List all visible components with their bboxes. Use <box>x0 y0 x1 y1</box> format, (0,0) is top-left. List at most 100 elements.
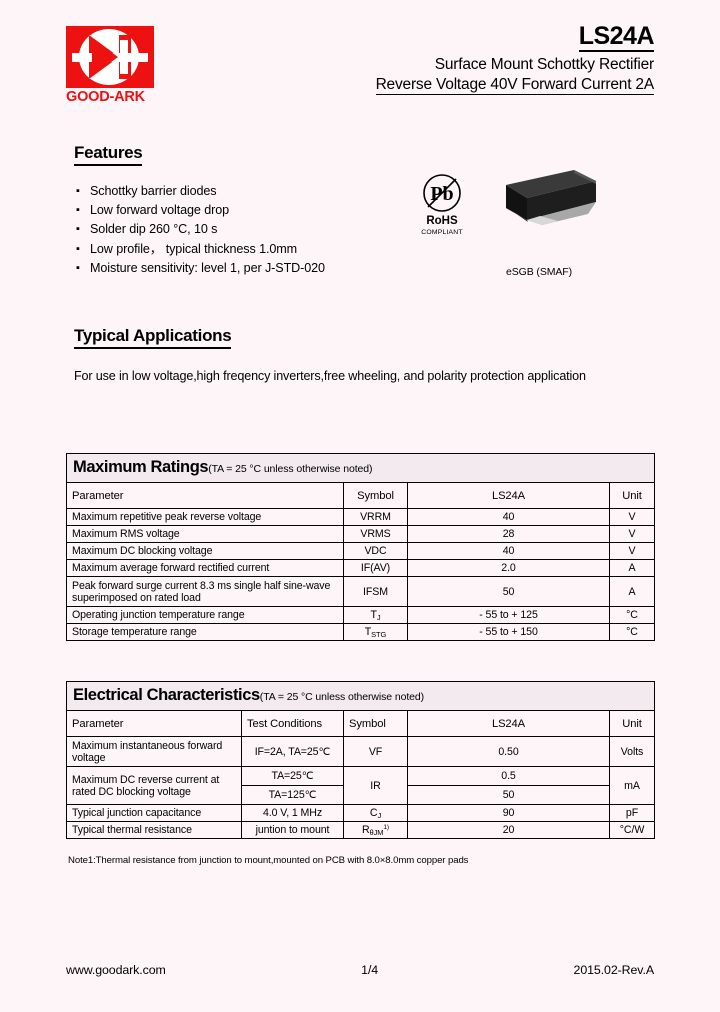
list-item: ▪ Low profile， typical thickness 1.0mm <box>76 240 416 259</box>
cell-symbol: RθJM1) <box>343 821 408 839</box>
cell-value: 40 <box>407 508 610 526</box>
company-name: GOOD-ARK <box>66 89 145 105</box>
table-header-row: Parameter Test Conditions Symbol LS24A U… <box>66 710 656 737</box>
table-row: Maximum average forward rectified curren… <box>66 559 656 577</box>
electrical-banner: Electrical Characteristics(TA = 25 °C un… <box>65 681 656 711</box>
column-header-unit: Unit <box>608 710 656 737</box>
cell-test-conditions: 4.0 V, 1 MHz <box>241 804 344 822</box>
product-ratings-line: Reverse Voltage 40V Forward Current 2A <box>375 76 654 95</box>
banner-title: Electrical Characteristics <box>73 686 260 704</box>
esgb-package-icon <box>506 170 596 225</box>
package-caption: eSGB (SMAF) <box>506 266 572 278</box>
bullet-icon: ▪ <box>76 185 80 197</box>
table-row: Maximum DC reverse current at rated DC b… <box>66 766 656 805</box>
cell-symbol: TJ <box>343 606 408 624</box>
cell-unit: mA <box>608 766 656 805</box>
cell-value: 0.5 <box>407 766 610 786</box>
table-row: Storage temperature range TSTG - 55 to +… <box>66 623 656 641</box>
cell-value: 90 <box>407 804 610 822</box>
cell-unit: V <box>608 542 656 560</box>
cell-unit: pF <box>608 804 656 822</box>
banner-note: (TA = 25 °C unless otherwise noted) <box>208 463 373 475</box>
table-footnote: Note1:Thermal resistance from junction t… <box>68 855 469 866</box>
cell-parameter: Maximum repetitive peak reverse voltage <box>66 508 344 526</box>
title-block: LS24A Surface Mount Schottky Rectifier R… <box>375 22 655 95</box>
table-row: TA=125℃ 50 <box>67 785 655 805</box>
table-row: Maximum instantaneous forward voltage IF… <box>66 736 656 767</box>
table-row: Operating junction temperature range TJ … <box>66 606 656 624</box>
cell-parameter: Typical junction capacitance <box>66 804 242 822</box>
cell-parameter: Maximum DC reverse current at rated DC b… <box>66 766 242 805</box>
list-item: ▪ Moisture sensitivity: level 1, per J-ST… <box>76 259 416 278</box>
cell-symbol: VF <box>343 736 408 767</box>
list-item: ▪ Low forward voltage drop <box>76 201 416 220</box>
page-footer: www.goodark.com 1/4 2015.02-Rev.A <box>66 963 654 977</box>
table-banner-row: Electrical Characteristics(TA = 25 °C un… <box>65 681 656 711</box>
table-row: Typical thermal resistance juntion to mo… <box>66 821 656 839</box>
rohs-label: RoHS <box>426 215 458 227</box>
cell-parameter: Typical thermal resistance <box>66 821 242 839</box>
cell-symbol: IR <box>343 766 408 805</box>
cell-value: - 55 to + 125 <box>407 606 610 624</box>
column-header-test-conditions: Test Conditions <box>241 710 344 737</box>
rohs-compliant-badge: Pb RoHS COMPLIANT <box>418 172 466 237</box>
cell-unit: °C <box>608 623 656 641</box>
cell-symbol: IFSM <box>343 576 408 607</box>
column-header-symbol: Symbol <box>343 482 408 509</box>
cell-unit: °C/W <box>608 821 656 839</box>
cell-parameter: Maximum instantaneous forward voltage <box>66 736 242 767</box>
features-list: ▪ Schottky barrier diodes ▪ Low forward vo… <box>76 182 416 278</box>
footer-revision: 2015.02-Rev.A <box>573 963 655 977</box>
cell-parameter: Maximum average forward rectified curren… <box>66 559 344 577</box>
cell-unit: Volts <box>608 736 656 767</box>
goodark-logo-icon <box>66 26 154 88</box>
lead-free-icon: Pb <box>423 174 461 212</box>
footer-website[interactable]: www.goodark.com <box>66 963 166 977</box>
cell-symbol: VRRM <box>343 508 408 526</box>
banner-note: (TA = 25 °C unless otherwise noted) <box>259 691 425 703</box>
column-header-symbol: Symbol <box>343 710 408 737</box>
cell-unit: V <box>608 525 656 543</box>
cell-symbol: IF(AV) <box>343 559 408 577</box>
page-header: GOOD-ARK LS24A Surface Mount Schottky Re… <box>0 22 720 114</box>
column-header-parameter: Parameter <box>66 710 242 737</box>
cell-test-conditions: TA=125℃ <box>241 785 344 805</box>
table-row: Typical junction capacitance 4.0 V, 1 MH… <box>66 804 656 822</box>
cell-unit: A <box>608 576 656 607</box>
company-logo: GOOD-ARK <box>66 26 162 105</box>
applications-body: For use in low voltage,high freqency inv… <box>74 369 586 383</box>
bullet-icon: ▪ <box>76 261 80 274</box>
bullet-icon: ▪ <box>76 204 80 217</box>
cell-parameter: Maximum RMS voltage <box>66 525 344 543</box>
part-number: LS24A <box>578 22 655 52</box>
bullet-icon: ▪ <box>76 223 80 236</box>
cell-parameter: Maximum DC blocking voltage <box>66 542 344 560</box>
package-illustration <box>478 168 600 234</box>
table-banner-row: Maximum Ratings(TA = 25 °C unless otherw… <box>65 453 656 483</box>
cell-value: 20 <box>407 821 610 839</box>
cell-value: - 55 to + 150 <box>407 623 610 641</box>
table-header-row: Parameter Symbol LS24A Unit <box>66 482 656 509</box>
maximum-ratings-banner: Maximum Ratings(TA = 25 °C unless otherw… <box>65 453 656 483</box>
table-row: Maximum repetitive peak reverse voltage … <box>66 508 656 526</box>
table-row: Peak forward surge current 8.3 ms single… <box>66 576 656 607</box>
table-row: Maximum DC blocking voltage VDC 40 V <box>66 542 656 560</box>
bullet-icon: ▪ <box>76 242 80 255</box>
cell-value: 50 <box>407 785 610 805</box>
features-heading: Features <box>74 143 143 166</box>
column-header-unit: Unit <box>608 482 656 509</box>
applications-heading: Typical Applications <box>74 326 232 349</box>
cell-symbol: VDC <box>343 542 408 560</box>
product-subtitle: Surface Mount Schottky Rectifier <box>434 56 655 73</box>
table-row: Maximum RMS voltage VRMS 28 V <box>66 525 656 543</box>
list-item: ▪ Schottky barrier diodes <box>76 182 416 201</box>
electrical-characteristics-table: Electrical Characteristics(TA = 25 °C un… <box>65 681 656 839</box>
column-header-value: LS24A <box>407 482 610 509</box>
cell-unit: V <box>608 508 656 526</box>
rohs-sublabel: COMPLIANT <box>421 229 463 236</box>
cell-value: 50 <box>407 576 610 607</box>
cell-value: 40 <box>407 542 610 560</box>
maximum-ratings-table: Maximum Ratings(TA = 25 °C unless otherw… <box>65 453 656 641</box>
cell-symbol: VRMS <box>343 525 408 543</box>
footer-page-number: 1/4 <box>361 963 379 977</box>
